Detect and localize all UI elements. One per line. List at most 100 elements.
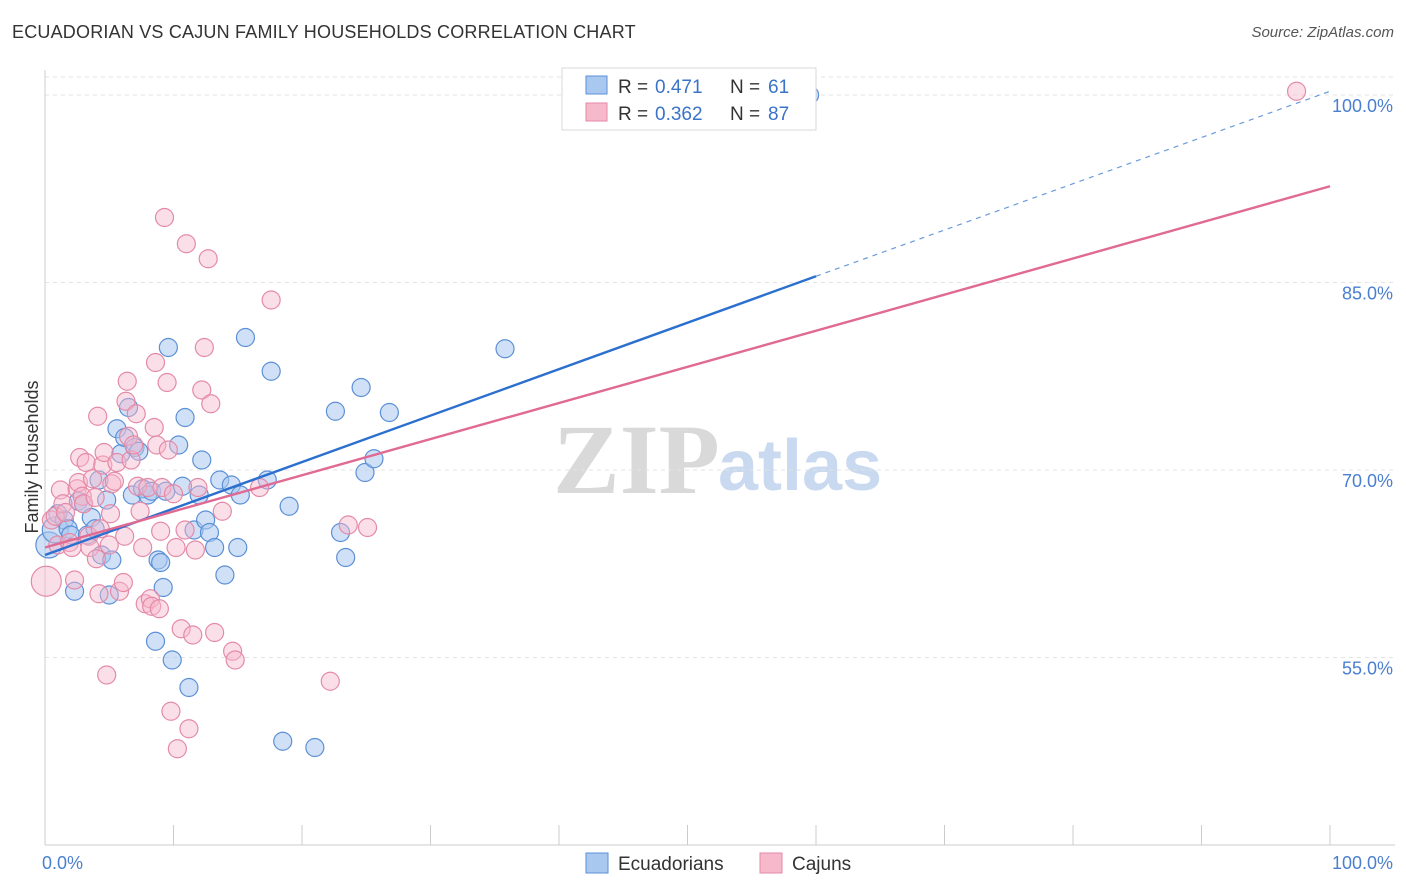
chart-source: Source: ZipAtlas.com bbox=[1251, 24, 1394, 41]
bottom-legend-swatch-ecuadorian[interactable] bbox=[585, 852, 609, 874]
legend-r-value-ecuadorian: 0.471 bbox=[655, 77, 703, 98]
ecuadorian-point bbox=[175, 407, 195, 428]
cajun-point bbox=[185, 540, 205, 560]
legend-n-value-ecuadorian: 61 bbox=[768, 77, 789, 98]
cajun-point bbox=[338, 515, 358, 535]
ecuadorian-point bbox=[336, 547, 356, 568]
cajun-point bbox=[158, 440, 178, 460]
cajun-point bbox=[138, 477, 158, 498]
ecuadorian-trend-line bbox=[44, 275, 817, 557]
ecuadorian-point bbox=[305, 737, 325, 758]
bottom-legend: Ecuadorians Cajuns bbox=[585, 852, 851, 875]
cajun-point bbox=[64, 570, 85, 590]
cajun-trend-line bbox=[44, 185, 1331, 549]
ecuadorian-point bbox=[235, 327, 256, 348]
ecuadorian-point bbox=[158, 337, 178, 358]
cajun-point bbox=[76, 452, 96, 473]
cajun-point bbox=[85, 487, 105, 508]
cajun-point bbox=[212, 501, 232, 521]
cajun-point bbox=[151, 521, 171, 541]
legend-r-value-cajun: 0.362 bbox=[655, 104, 703, 125]
cajun-point bbox=[73, 494, 94, 514]
cajun-point bbox=[104, 471, 124, 491]
cajun-point bbox=[176, 234, 196, 254]
cajun-point bbox=[86, 549, 107, 569]
trend-lines bbox=[44, 90, 1331, 557]
cajun-point bbox=[171, 619, 191, 639]
legend-swatch-cajun bbox=[585, 102, 608, 122]
cajun-point bbox=[89, 584, 109, 604]
cajun-point bbox=[121, 450, 141, 470]
ecuadorian-point bbox=[351, 377, 371, 398]
cajun-point bbox=[188, 477, 208, 498]
cajun-point bbox=[205, 622, 225, 643]
ecuadorian-point bbox=[151, 552, 171, 573]
ecuadorian-point bbox=[330, 522, 351, 543]
cajun-point bbox=[163, 484, 184, 504]
cajun-point bbox=[107, 452, 127, 473]
ecuadorian-point bbox=[495, 339, 515, 359]
cajun-point bbox=[88, 406, 108, 426]
y-tick-label-0: 55.0% bbox=[1342, 659, 1393, 679]
cajun-point bbox=[100, 504, 121, 524]
cajun-point bbox=[145, 352, 166, 373]
ecuadorian-point bbox=[179, 677, 199, 698]
cajun-point bbox=[157, 372, 177, 393]
cajun-point bbox=[115, 526, 135, 546]
cajun-point bbox=[144, 417, 164, 438]
watermark-zip: ZIP bbox=[553, 404, 720, 515]
cajun-point bbox=[117, 371, 137, 391]
cajun-point bbox=[149, 599, 169, 619]
ecuadorian-point bbox=[99, 585, 119, 605]
x-tick-label-1: 100.0% bbox=[1332, 853, 1393, 873]
cajun-point bbox=[167, 739, 187, 759]
watermark-atlas: atlas bbox=[718, 426, 882, 506]
ecuadorian-point bbox=[192, 450, 212, 470]
cajun-points bbox=[30, 81, 1307, 759]
ecuadorian-point bbox=[279, 496, 299, 516]
cajun-point bbox=[116, 391, 136, 411]
ecuadorian-point bbox=[355, 462, 375, 483]
cajun-point bbox=[127, 476, 148, 496]
legend-swatch-ecuadorian bbox=[585, 75, 608, 95]
ecuadorian-point bbox=[261, 361, 281, 381]
legend-r-label-ecuadorian: R = bbox=[618, 77, 648, 98]
cajun-point bbox=[198, 249, 218, 269]
cajun-point bbox=[142, 596, 162, 616]
bottom-legend-label-ecuadorian[interactable]: Ecuadorians bbox=[618, 854, 724, 875]
cajun-point bbox=[201, 394, 221, 414]
cajun-point bbox=[152, 477, 172, 498]
y-tick-label-3: 100.0% bbox=[1332, 96, 1393, 116]
ecuadorian-point bbox=[205, 537, 225, 558]
ecuadorian-point bbox=[273, 731, 293, 751]
cajun-point bbox=[261, 290, 281, 310]
grid-lines bbox=[45, 76, 1395, 658]
cajun-point bbox=[175, 520, 195, 540]
cajun-point bbox=[102, 474, 122, 494]
bottom-legend-swatch-cajun[interactable] bbox=[759, 852, 783, 874]
cajun-point bbox=[194, 337, 214, 358]
legend-r-label-cajun: R = bbox=[618, 104, 648, 125]
ecuadorian-trend-extension bbox=[815, 90, 1331, 277]
y-axis-label: Family Households bbox=[22, 380, 42, 533]
cajun-point bbox=[192, 380, 212, 400]
cajun-point bbox=[113, 572, 133, 593]
axes: 55.0% 70.0% 85.0% 100.0% 0.0% 100.0% bbox=[42, 70, 1395, 873]
ecuadorian-point bbox=[153, 577, 173, 598]
ecuadorian-point bbox=[64, 581, 85, 601]
cajun-point bbox=[147, 435, 167, 455]
chart-title: ECUADORIAN VS CAJUN FAMILY HOUSEHOLDS CO… bbox=[12, 22, 636, 42]
bottom-legend-label-cajun[interactable]: Cajuns bbox=[792, 854, 851, 875]
cajun-point bbox=[70, 447, 90, 468]
cajun-point bbox=[124, 435, 144, 455]
ecuadorian-point bbox=[169, 435, 189, 455]
cajun-point bbox=[55, 502, 76, 523]
cajun-point bbox=[357, 517, 378, 538]
ecuadorian-point bbox=[215, 565, 235, 585]
ecuadorian-point bbox=[162, 650, 182, 670]
cajun-point bbox=[161, 701, 181, 721]
cajun-point bbox=[183, 625, 203, 645]
cajun-point bbox=[179, 719, 199, 739]
cajun-point bbox=[126, 404, 146, 424]
x-tick-label-0: 0.0% bbox=[42, 853, 83, 873]
